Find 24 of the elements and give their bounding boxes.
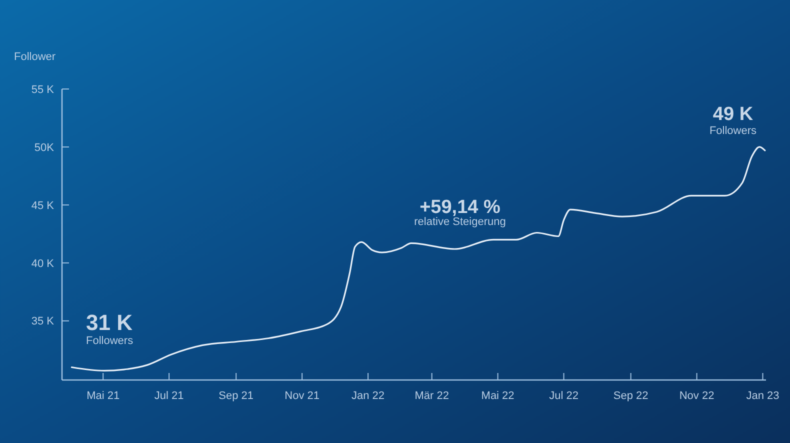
x-tick-label: Sep 22 [613, 390, 648, 402]
annotation: +59,14 % [420, 197, 501, 218]
x-tick-label: Jan 23 [746, 390, 780, 402]
annotation: relative Steigerung [414, 216, 506, 228]
annotation: Followers [709, 125, 758, 137]
annotation: 49 K [712, 104, 754, 125]
x-tick-label: Jul 21 [154, 390, 184, 402]
x-tick-label: Sep 21 [218, 390, 254, 402]
y-tick-label: 40 K [31, 258, 55, 270]
y-tick-label: 55 K [31, 84, 55, 96]
y-tick-label: 50K [34, 142, 55, 154]
x-tick-label: Nov 22 [679, 390, 714, 402]
x-tick-label: Jul 22 [549, 390, 578, 402]
annotation: 31 K [86, 310, 133, 335]
y-tick-label: 35 K [31, 316, 55, 328]
x-tick-label: Mär 22 [414, 390, 449, 402]
x-tick-label: Mai 22 [481, 390, 514, 402]
y-tick-label: 45 K [31, 200, 55, 212]
x-tick-label: Jan 22 [352, 390, 385, 402]
annotation: Followers [86, 335, 134, 347]
x-tick-label: Mai 21 [86, 390, 120, 402]
line-series [70, 146, 766, 372]
x-tick-label: Nov 21 [284, 390, 320, 402]
y-axis-title: Follower [14, 51, 56, 63]
